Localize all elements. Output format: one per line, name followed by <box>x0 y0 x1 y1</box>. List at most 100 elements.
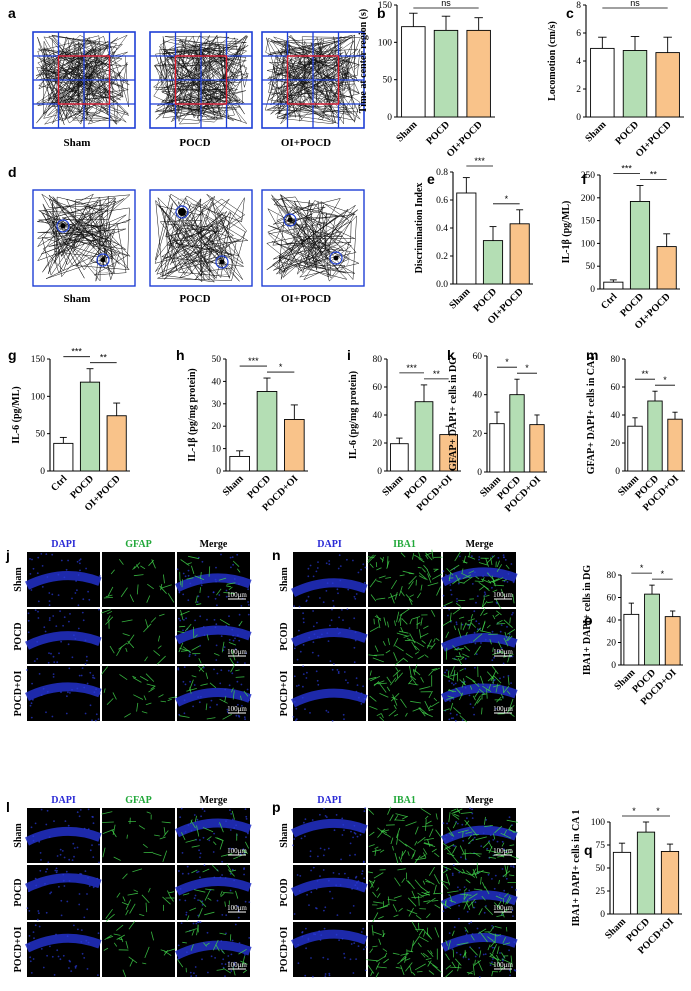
y-tick-label: 0 <box>377 467 382 477</box>
nucleus-dot <box>32 835 35 838</box>
nucleus-dot <box>86 908 89 911</box>
marker-process <box>413 668 421 676</box>
object-zone <box>49 212 77 240</box>
marker-process <box>507 676 510 685</box>
nucleus-dot <box>337 670 340 673</box>
nucleus-dot <box>351 888 353 890</box>
marker-process <box>367 556 375 559</box>
nucleus-dot <box>76 811 79 814</box>
nucleus-dot <box>74 967 77 969</box>
nucleus-dot <box>471 812 474 815</box>
micrograph-image <box>102 552 175 607</box>
marker-process <box>236 568 241 573</box>
nucleus-dot <box>502 959 504 962</box>
nucleus-dot <box>88 885 91 887</box>
nucleus-dot <box>341 609 343 611</box>
marker-process <box>244 841 250 849</box>
y-tick-label: 150 <box>378 1 393 11</box>
marker-process <box>400 955 406 962</box>
marker-process <box>419 936 429 943</box>
micrograph-image <box>368 806 442 864</box>
nucleus-dot <box>73 855 75 858</box>
marker-process <box>396 833 399 845</box>
micrograph-image <box>102 865 175 922</box>
marker-process <box>482 598 485 607</box>
marker-process <box>455 602 461 607</box>
nucleus-dot <box>67 559 69 562</box>
nucleus-dot <box>513 969 516 971</box>
marker-process <box>417 942 422 948</box>
marker-process <box>442 869 449 874</box>
nucleus-dot <box>98 843 100 846</box>
nucleus-dot <box>89 671 92 674</box>
nucleus-dot <box>76 560 79 563</box>
nucleus-dot <box>61 850 64 852</box>
nucleus-dot <box>317 683 320 686</box>
nucleus-dot <box>36 658 39 660</box>
nucleus-dot <box>485 905 487 907</box>
nucleus-dot <box>296 874 299 876</box>
marker-process <box>198 658 202 664</box>
nucleus-dot <box>353 661 356 664</box>
marker-process <box>168 696 178 699</box>
marker-process <box>500 832 512 839</box>
nucleus-dot <box>187 872 190 875</box>
marker-process <box>452 645 458 651</box>
nucleus-dot <box>91 844 93 846</box>
dapi-band <box>291 628 368 647</box>
category-label: OI+POCD <box>634 119 674 159</box>
nucleus-dot <box>449 700 451 702</box>
marker-process <box>426 932 433 940</box>
marker-process <box>179 715 190 718</box>
nucleus-dot <box>323 909 325 912</box>
marker-process <box>199 899 207 908</box>
y-tick-label: 40 <box>473 391 483 401</box>
marker-process <box>499 966 505 973</box>
marker-process <box>380 829 390 833</box>
nucleus-dot <box>471 555 473 558</box>
marker-process <box>370 971 373 976</box>
nucleus-dot <box>247 601 250 603</box>
nucleus-dot <box>511 613 513 616</box>
nucleus-dot <box>49 892 51 895</box>
marker-process <box>178 642 184 653</box>
nucleus-dot <box>47 661 50 664</box>
nucleus-dot <box>455 621 458 624</box>
marker-process <box>368 871 373 874</box>
nucleus-dot <box>50 891 53 894</box>
nucleus-dot <box>71 859 74 861</box>
marker-process <box>414 651 420 655</box>
nucleus-dot <box>299 650 302 653</box>
marker-process <box>142 843 148 849</box>
nucleus-dot <box>68 967 70 969</box>
nucleus-dot <box>362 685 364 688</box>
label-a-oipocd: OI+POCD <box>281 137 331 149</box>
marker-process <box>393 652 398 662</box>
nucleus-dot <box>510 865 512 867</box>
nucleus-dot <box>236 680 239 683</box>
micrograph-image: 100μm <box>441 665 518 723</box>
nucleus-dot <box>52 676 55 678</box>
nucleus-dot <box>444 605 446 608</box>
nucleus-dot <box>353 942 356 944</box>
marker-process <box>167 890 172 899</box>
marker-process <box>106 698 114 705</box>
marker-process <box>431 848 437 853</box>
nucleus-dot <box>463 886 466 888</box>
marker-process <box>478 581 489 590</box>
marker-process <box>387 899 397 901</box>
marker-process <box>480 870 490 874</box>
nucleus-dot <box>95 713 98 716</box>
nucleus-dot <box>64 820 67 822</box>
bar <box>529 424 545 473</box>
nucleus-dot <box>40 859 42 861</box>
marker-process <box>494 902 502 911</box>
marker-process <box>414 841 418 846</box>
nucleus-dot <box>298 605 301 608</box>
exploration-cluster <box>333 255 339 261</box>
y-tick-label: 30 <box>212 400 222 410</box>
nucleus-dot <box>332 872 335 874</box>
nucleus-dot <box>466 910 469 913</box>
marker-process <box>118 642 128 650</box>
y-tick-label: 6 <box>576 29 581 39</box>
